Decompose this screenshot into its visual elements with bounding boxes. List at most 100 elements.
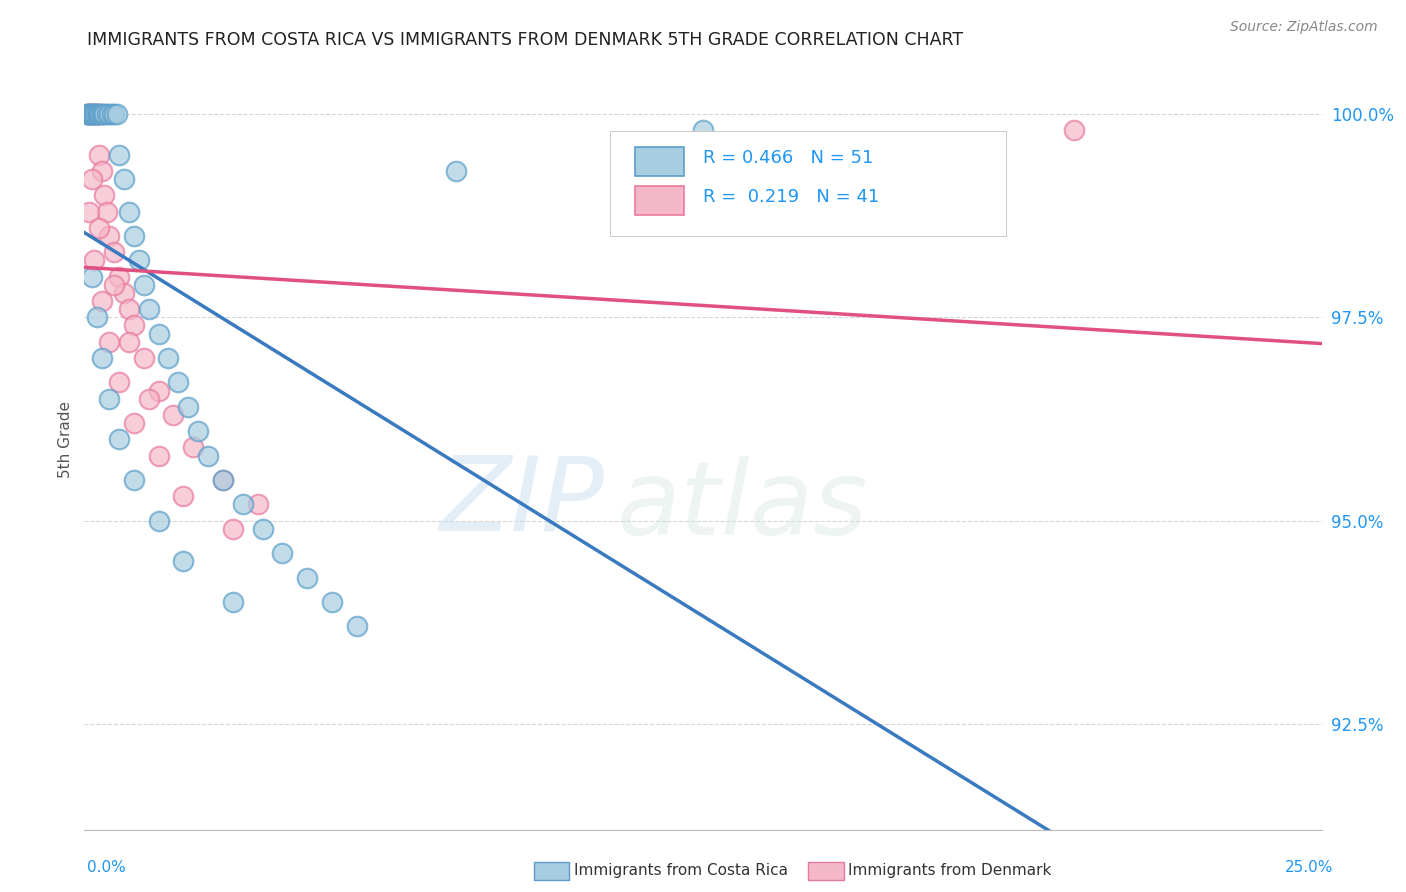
Point: [122, 318, 145, 333]
Text: 25.0%: 25.0%: [1285, 861, 1333, 875]
Point: [105, 107, 128, 121]
Point: [157, 351, 180, 365]
Point: [321, 595, 343, 609]
FancyBboxPatch shape: [610, 131, 1007, 236]
Text: atlas: atlas: [616, 456, 868, 556]
Point: [108, 376, 131, 390]
Point: [148, 514, 170, 528]
Point: [90, 107, 112, 121]
Point: [232, 497, 254, 511]
Point: [80, 172, 103, 186]
Point: [77, 107, 100, 121]
Point: [138, 302, 160, 317]
Point: [82, 107, 104, 121]
Point: [122, 229, 145, 244]
Point: [79, 107, 101, 121]
Point: [77, 107, 100, 121]
Point: [79, 107, 101, 121]
Point: [98, 107, 121, 121]
Text: Source: ZipAtlas.com: Source: ZipAtlas.com: [1230, 20, 1378, 34]
Point: [148, 384, 170, 398]
Bar: [636, 146, 685, 177]
Point: [86, 107, 108, 121]
Point: [96, 204, 118, 219]
Point: [1063, 123, 1085, 137]
Point: [444, 164, 467, 178]
Point: [86, 310, 108, 325]
Point: [108, 269, 131, 284]
Point: [212, 473, 235, 487]
Point: [87, 107, 110, 121]
Point: [197, 449, 219, 463]
Point: [103, 245, 125, 260]
Point: [252, 522, 274, 536]
Point: [108, 147, 131, 161]
Point: [167, 376, 190, 390]
Point: [295, 570, 318, 584]
Point: [80, 107, 103, 121]
Bar: [636, 186, 685, 215]
Point: [112, 285, 135, 300]
Point: [80, 269, 103, 284]
Text: R = 0.466   N = 51: R = 0.466 N = 51: [703, 149, 873, 168]
Point: [84, 107, 107, 121]
Point: [90, 164, 112, 178]
Point: [128, 253, 150, 268]
Point: [98, 229, 121, 244]
Point: [84, 107, 107, 121]
Point: [212, 473, 235, 487]
Point: [91, 107, 114, 121]
Point: [118, 204, 141, 219]
Point: [222, 522, 245, 536]
Point: [93, 107, 115, 121]
Point: [103, 107, 125, 121]
Point: [79, 107, 101, 121]
Point: [100, 107, 122, 121]
Point: [89, 107, 111, 121]
Point: [172, 554, 194, 568]
Point: [79, 204, 101, 219]
Point: [271, 546, 294, 560]
Point: [346, 619, 368, 633]
Point: [148, 449, 170, 463]
Point: [83, 107, 105, 121]
Point: [93, 188, 115, 202]
Point: [82, 107, 104, 121]
Point: [108, 432, 131, 446]
Point: [83, 107, 105, 121]
Point: [122, 473, 145, 487]
Point: [138, 392, 160, 406]
Point: [103, 277, 125, 292]
Point: [79, 107, 101, 121]
Point: [118, 302, 141, 317]
Text: R =  0.219   N = 41: R = 0.219 N = 41: [703, 188, 879, 206]
Text: Immigrants from Costa Rica: Immigrants from Costa Rica: [574, 863, 787, 878]
Point: [90, 294, 112, 309]
Point: [122, 416, 145, 430]
Text: 0.0%: 0.0%: [87, 861, 127, 875]
Point: [172, 489, 194, 503]
Point: [118, 334, 141, 349]
Text: Immigrants from Denmark: Immigrants from Denmark: [848, 863, 1052, 878]
Point: [246, 497, 269, 511]
Point: [87, 107, 110, 121]
Point: [98, 392, 121, 406]
Point: [98, 334, 121, 349]
Point: [83, 253, 105, 268]
Point: [89, 147, 111, 161]
Point: [692, 123, 714, 137]
Point: [90, 351, 112, 365]
Point: [86, 107, 108, 121]
Point: [181, 441, 204, 455]
Point: [148, 326, 170, 341]
Y-axis label: 5th Grade: 5th Grade: [58, 401, 73, 478]
Point: [89, 107, 111, 121]
Point: [132, 351, 155, 365]
Point: [76, 107, 98, 121]
Point: [89, 221, 111, 235]
Point: [80, 107, 103, 121]
Point: [96, 107, 118, 121]
Point: [177, 400, 200, 414]
Point: [132, 277, 155, 292]
Point: [187, 424, 209, 438]
